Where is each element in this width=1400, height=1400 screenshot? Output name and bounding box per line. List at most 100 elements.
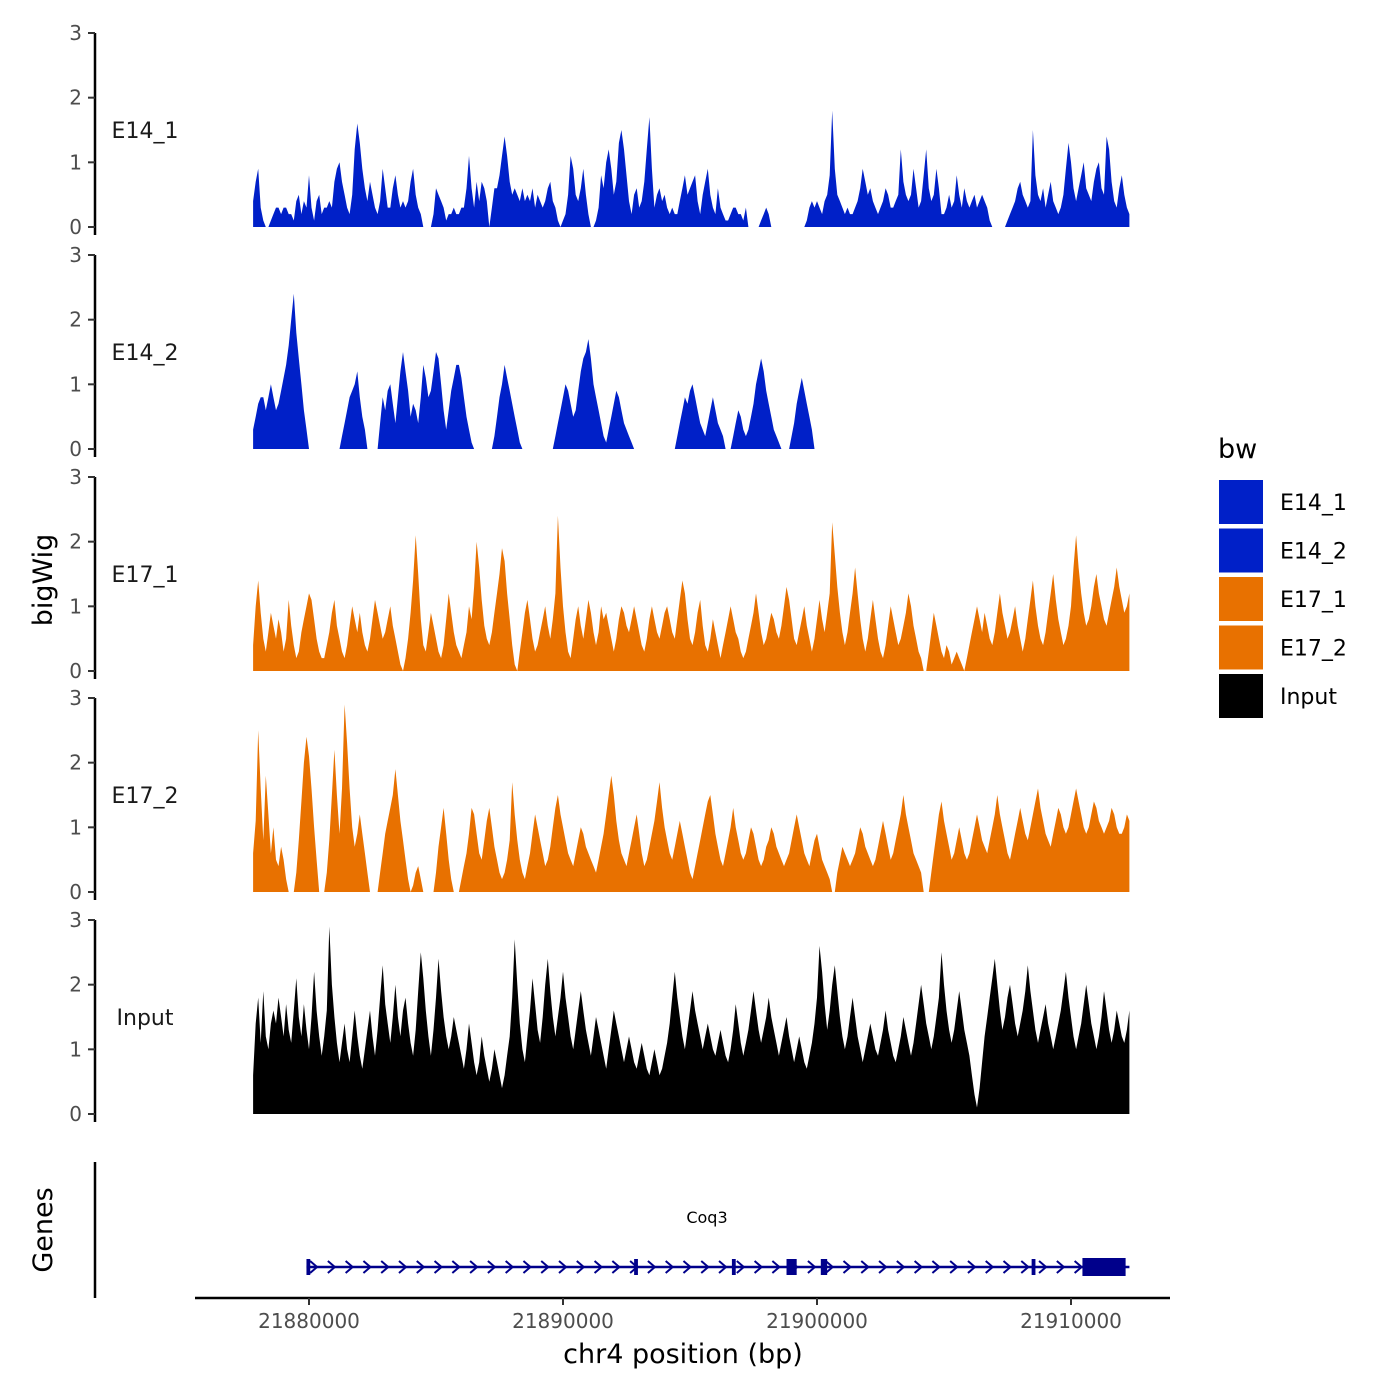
strand-arrow — [860, 1260, 870, 1274]
legend-label: Input — [1280, 685, 1337, 710]
y-tick-label: 3 — [69, 21, 82, 45]
gene-exon — [731, 1259, 736, 1275]
y-tick-label: 2 — [69, 530, 82, 554]
strand-arrow — [736, 1260, 746, 1274]
x-tick-label: 21900000 — [766, 1309, 868, 1333]
y-tick-label: 2 — [69, 308, 82, 332]
y-tick-label: 3 — [69, 465, 82, 489]
y-tick-label: 0 — [69, 880, 82, 904]
strand-arrow — [931, 1260, 941, 1274]
strand-arrow — [1038, 1260, 1048, 1274]
strand-arrow — [1002, 1260, 1013, 1274]
strand-arrow — [416, 1260, 426, 1274]
legend: bw E14_1 E14_2 E17_1 E17_2 Input — [1218, 434, 1347, 718]
strand-arrow — [540, 1260, 550, 1274]
strand-arrow — [469, 1260, 479, 1274]
strand-arrow — [327, 1260, 337, 1274]
y-tick-label: 2 — [69, 751, 82, 775]
x-tick-label: 21910000 — [1020, 1309, 1122, 1333]
y-axis-title: bigWig — [28, 534, 59, 627]
x-axis: chr4 position (bp) 21880000 21890000 21900… — [195, 1296, 1170, 1370]
x-tick-label: 21890000 — [512, 1309, 614, 1333]
track-e14-2: 0 1 2 3 E14_2 — [69, 243, 1130, 461]
signal-area-e14-1 — [253, 110, 1130, 227]
signal-area-input — [253, 926, 1130, 1114]
y-tick-label: 1 — [69, 150, 82, 174]
track-label: E14_1 — [112, 119, 179, 144]
strand-arrow — [362, 1260, 372, 1274]
x-tick-label: 21880000 — [258, 1309, 360, 1333]
y-tick-label: 0 — [69, 215, 82, 239]
bigwig-tracks: 0 1 2 3 E14_1 0 1 2 3 E14_2 0 1 2 3 E17_1 0 1 2 3 E17_2 0 1 2 3… — [69, 21, 1130, 1126]
signal-area-e14-2 — [253, 293, 1130, 449]
legend-swatch-input — [1219, 674, 1263, 718]
strand-arrow — [505, 1260, 515, 1274]
signal-area-e17-1 — [253, 515, 1130, 671]
strand-arrow — [807, 1260, 817, 1274]
strand-arrow — [647, 1260, 657, 1274]
legend-swatch-e14-2 — [1219, 528, 1263, 573]
strand-arrow — [753, 1260, 764, 1274]
y-tick-label: 3 — [69, 908, 82, 932]
y-tick-label: 1 — [69, 594, 82, 618]
legend-title: bw — [1218, 434, 1257, 465]
legend-swatch-e17-1 — [1219, 577, 1263, 621]
track-e17-2: 0 1 2 3 E17_2 — [69, 686, 1130, 904]
strand-arrow — [985, 1260, 995, 1274]
track-input: 0 1 2 3 Input — [69, 908, 1130, 1126]
gene-exon — [306, 1259, 311, 1275]
strand-arrow — [558, 1260, 568, 1274]
strand-arrow — [842, 1260, 853, 1274]
strand-arrow — [309, 1260, 319, 1274]
signal-area-e17-2 — [253, 704, 1130, 892]
gene-exon — [634, 1259, 638, 1275]
strand-arrow — [949, 1260, 959, 1274]
genes-axis-title: Genes — [28, 1187, 59, 1272]
track-e17-1: 0 1 2 3 E17_1 — [69, 465, 1130, 683]
track-label: Input — [117, 1006, 174, 1031]
strand-arrow — [433, 1260, 444, 1274]
strand-arrow — [344, 1260, 355, 1274]
y-tick-label: 3 — [69, 686, 82, 710]
y-tick-label: 2 — [69, 973, 82, 997]
strand-arrow — [665, 1260, 675, 1274]
gene-label: Coq3 — [686, 1208, 727, 1227]
gene-track-coq3 — [306, 1258, 1130, 1276]
y-tick-label: 1 — [69, 1037, 82, 1061]
x-axis-title: chr4 position (bp) — [563, 1339, 803, 1370]
strand-arrow — [1073, 1260, 1084, 1274]
gene-exon — [1082, 1258, 1126, 1276]
y-tick-label: 3 — [69, 243, 82, 267]
legend-swatch-e17-2 — [1219, 625, 1263, 670]
strand-arrow — [1056, 1260, 1066, 1274]
strand-arrow — [522, 1260, 532, 1274]
strand-arrow — [896, 1260, 906, 1274]
gene-exon — [786, 1259, 797, 1275]
y-tick-label: 1 — [69, 372, 82, 396]
track-label: E17_2 — [112, 784, 179, 809]
track-label: E14_2 — [112, 341, 179, 366]
track-e14-1: 0 1 2 3 E14_1 — [69, 21, 1130, 239]
track-label: E17_1 — [112, 563, 179, 588]
strand-arrow — [825, 1260, 835, 1274]
strand-arrow — [700, 1260, 710, 1274]
strand-arrow — [878, 1260, 888, 1274]
strand-arrow — [967, 1260, 977, 1274]
strand-arrow — [718, 1260, 728, 1274]
y-tick-label: 2 — [69, 86, 82, 110]
legend-label: E14_1 — [1280, 491, 1347, 516]
strand-arrow — [1020, 1260, 1030, 1274]
y-tick-label: 0 — [69, 1102, 82, 1126]
strand-arrow — [487, 1260, 497, 1274]
strand-arrow — [682, 1260, 692, 1274]
legend-label: E17_2 — [1280, 637, 1347, 662]
y-tick-label: 0 — [69, 437, 82, 461]
legend-label: E14_2 — [1280, 540, 1347, 565]
strand-arrow — [771, 1260, 781, 1274]
strand-arrow — [380, 1260, 390, 1274]
legend-swatch-e14-1 — [1219, 480, 1263, 524]
gene-exon — [1031, 1259, 1036, 1275]
strand-arrow — [451, 1260, 461, 1274]
y-tick-label: 0 — [69, 659, 82, 683]
